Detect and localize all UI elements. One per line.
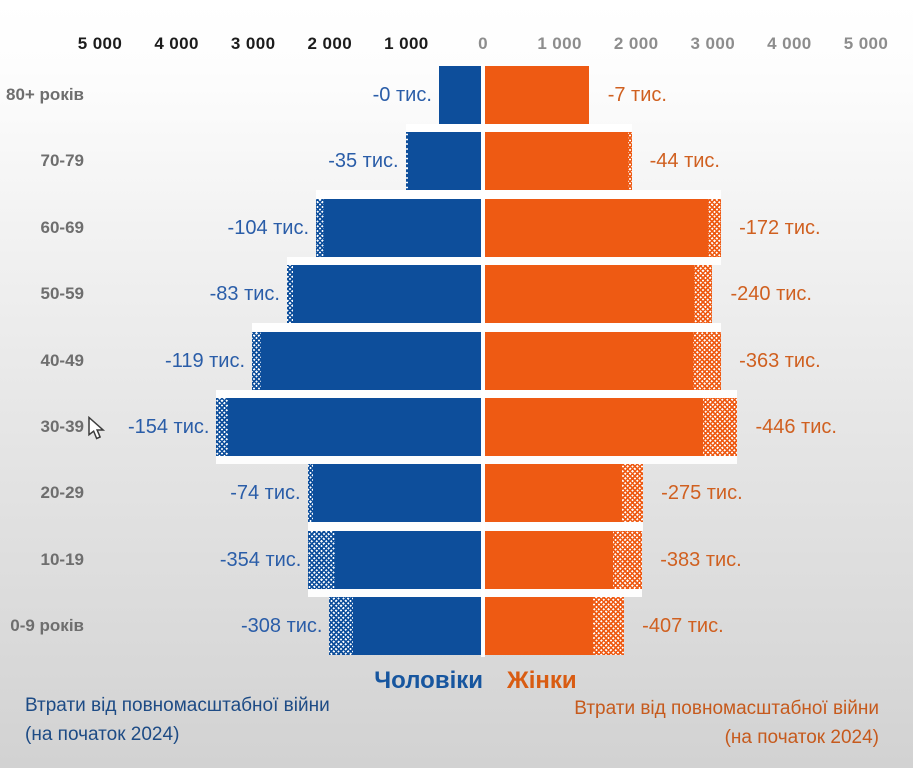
men-losses-footnote: Втрати від повномасштабної війни (на поч… <box>25 691 330 749</box>
axis-tick: 1 000 <box>537 34 582 53</box>
men-loss-label: -83 тис. <box>209 283 280 306</box>
men-loss-label: -0 тис. <box>372 84 432 106</box>
men-losses-hatch <box>286 265 294 324</box>
axis-tick: 4 000 <box>767 34 812 53</box>
women-population-bar <box>485 198 708 257</box>
row-separator <box>252 323 722 332</box>
women-population-bar <box>485 132 629 191</box>
women-losses-hatch <box>622 464 644 523</box>
axis-tick: 2 000 <box>307 34 353 53</box>
women-losses-footnote: Втрати від повномасштабної війни (на поч… <box>574 694 879 752</box>
age-group-label: 10-19 <box>40 549 84 569</box>
women-losses-footnote-line2: (на початок 2024) <box>724 727 879 748</box>
men-loss-label: -74 тис. <box>230 482 301 505</box>
women-loss-label: -240 тис. <box>730 283 812 306</box>
age-group-label: 40-49 <box>40 350 84 370</box>
women-losses-hatch <box>628 132 632 191</box>
age-group-label: 80+ років <box>5 85 84 104</box>
age-group-label: 20-29 <box>40 483 84 503</box>
women-losses-footnote-line1: Втрати від повномасштабної війни <box>574 698 879 719</box>
axis-tick: 4 000 <box>154 34 199 53</box>
women-loss-label: -275 тис. <box>661 482 743 505</box>
age-group-label: 50-59 <box>40 284 84 304</box>
men-losses-hatch <box>216 398 229 456</box>
zero-axis-line <box>481 64 485 657</box>
mouse-cursor-icon <box>88 416 106 440</box>
row-separator <box>307 522 644 531</box>
women-loss-label: -446 тис. <box>755 416 837 438</box>
men-losses-hatch <box>308 530 336 589</box>
men-population-bar <box>335 530 481 589</box>
men-losses-footnote-line2: (на початок 2024) <box>25 724 180 745</box>
age-group-label: 0-9 років <box>10 616 84 636</box>
men-population-bar <box>408 132 481 191</box>
women-losses-hatch <box>693 331 722 390</box>
women-population-bar <box>485 331 694 390</box>
men-loss-label: -104 тис. <box>227 216 310 239</box>
men-losses-hatch <box>252 331 262 390</box>
women-population-bar <box>485 464 623 523</box>
men-population-bar <box>313 464 481 523</box>
women-losses-hatch <box>707 198 722 257</box>
men-losses-hatch <box>307 464 314 523</box>
men-loss-label: -154 тис. <box>127 416 210 438</box>
axis-tick: 1 000 <box>384 34 429 53</box>
axis-tick: 3 000 <box>690 34 736 53</box>
women-losses-hatch <box>593 597 625 656</box>
row-separator <box>216 456 738 465</box>
age-group-label: 30-39 <box>40 417 84 436</box>
women-population-bar <box>485 530 613 589</box>
women-loss-label: -363 тис. <box>739 349 821 372</box>
row-separator <box>405 124 632 133</box>
men-loss-label: -354 тис. <box>219 548 302 571</box>
women-losses-hatch <box>694 265 713 324</box>
men-loss-label: -308 тис. <box>241 615 323 638</box>
men-population-bar <box>323 198 481 257</box>
men-population-bar <box>293 265 481 324</box>
age-group-label: 70-79 <box>40 151 84 171</box>
women-losses-hatch <box>612 530 643 589</box>
women-loss-label: -44 тис. <box>649 150 720 173</box>
row-separator <box>216 389 738 398</box>
men-losses-footnote-line1: Втрати від повномасштабної війни <box>25 695 330 716</box>
row-separator <box>286 256 722 266</box>
women-losses-hatch <box>703 398 738 456</box>
men-loss-label: -119 тис. <box>165 349 246 372</box>
women-loss-label: -7 тис. <box>607 84 667 106</box>
men-population-bar <box>438 66 481 124</box>
row-separator <box>308 588 643 598</box>
men-losses-hatch <box>316 198 324 257</box>
men-population-bar <box>261 331 481 390</box>
axis-tick: 3 000 <box>230 34 276 53</box>
men-loss-label: -35 тис. <box>328 150 399 173</box>
axis-tick: 0 <box>478 34 488 53</box>
women-population-bar <box>485 398 704 456</box>
women-population-bar <box>485 66 590 124</box>
women-loss-label: -407 тис. <box>642 615 724 638</box>
age-group-label: 60-69 <box>40 217 84 237</box>
women-loss-label: -172 тис. <box>739 216 821 239</box>
men-losses-hatch <box>405 132 409 191</box>
row-separator <box>316 190 722 199</box>
legend-men-label: Чоловіки <box>374 667 483 694</box>
men-losses-hatch <box>329 597 354 656</box>
axis-tick: 2 000 <box>613 34 659 53</box>
women-population-bar <box>485 265 695 324</box>
men-population-bar <box>353 597 481 656</box>
axis-tick: 5 000 <box>843 34 889 53</box>
women-population-bar <box>485 597 593 656</box>
legend-women-label: Жінки <box>507 667 577 694</box>
women-loss-label: -383 тис. <box>660 548 742 571</box>
axis-tick: 5 000 <box>77 34 123 53</box>
men-population-bar <box>228 398 481 456</box>
